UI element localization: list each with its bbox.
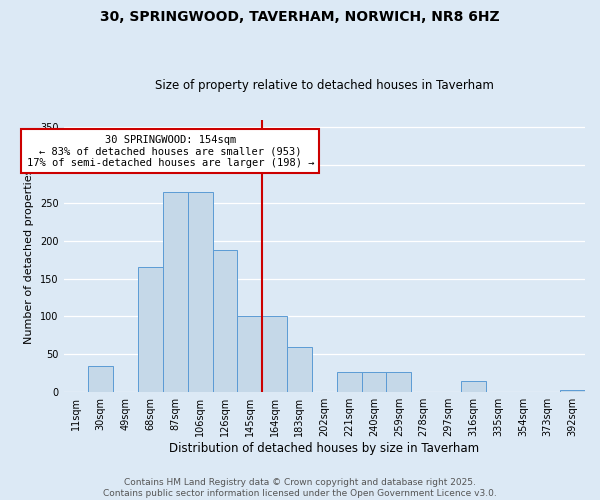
Bar [188,192,212,392]
Bar [238,316,262,392]
Text: 30 SPRINGWOOD: 154sqm
← 83% of detached houses are smaller (953)
17% of semi-det: 30 SPRINGWOOD: 154sqm ← 83% of detached … [26,134,314,168]
Text: Contains HM Land Registry data © Crown copyright and database right 2025.
Contai: Contains HM Land Registry data © Crown c… [103,478,497,498]
Bar [88,366,113,392]
Bar [560,390,585,392]
Y-axis label: Number of detached properties: Number of detached properties [25,168,34,344]
Bar [212,250,238,392]
Bar [461,381,485,392]
Title: Size of property relative to detached houses in Taverham: Size of property relative to detached ho… [155,79,494,92]
Bar [287,347,312,392]
Text: 30, SPRINGWOOD, TAVERHAM, NORWICH, NR8 6HZ: 30, SPRINGWOOD, TAVERHAM, NORWICH, NR8 6… [100,10,500,24]
Bar [337,372,362,392]
X-axis label: Distribution of detached houses by size in Taverham: Distribution of detached houses by size … [169,442,479,455]
Bar [262,316,287,392]
Bar [362,372,386,392]
Bar [386,372,411,392]
Bar [163,192,188,392]
Bar [138,267,163,392]
